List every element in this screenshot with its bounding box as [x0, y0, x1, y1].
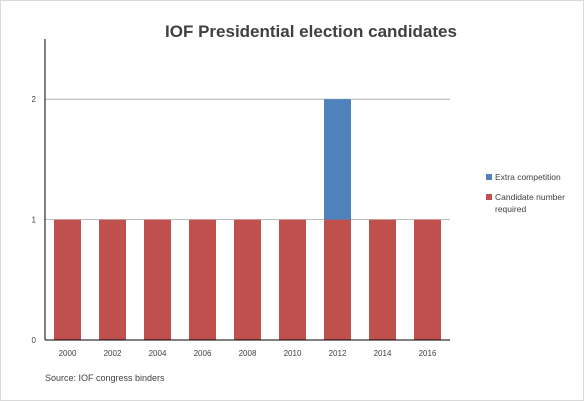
bar	[414, 219, 441, 340]
chart-title: IOF Presidential election candidates	[165, 22, 457, 41]
x-tick-label: 2016	[419, 349, 437, 358]
legend-label: Candidate number required	[495, 192, 565, 214]
y-tick-label: 2	[32, 95, 37, 104]
bar	[234, 219, 261, 340]
x-tick-label: 2004	[149, 349, 167, 358]
bar	[369, 219, 396, 340]
source-note: Source: IOF congress binders	[45, 373, 165, 383]
bar	[54, 219, 81, 340]
legend: Extra competition Candidate number requir…	[486, 171, 581, 223]
y-tick-label: 1	[32, 216, 37, 225]
bar	[144, 219, 171, 340]
x-tick-label: 2014	[374, 349, 392, 358]
bar	[189, 219, 216, 340]
x-tick-label: 2008	[239, 349, 257, 358]
legend-item: Candidate number required	[486, 191, 581, 215]
bar	[324, 219, 351, 340]
y-tick-label: 0	[32, 336, 37, 345]
x-tick-label: 2006	[194, 349, 212, 358]
x-tick-label: 2002	[104, 349, 122, 358]
bar	[279, 219, 306, 340]
x-tick-label: 2000	[59, 349, 77, 358]
x-tick-label: 2010	[284, 349, 302, 358]
legend-label: Extra competition	[495, 172, 561, 182]
legend-swatch	[486, 194, 492, 200]
bar	[99, 219, 126, 340]
legend-item: Extra competition	[486, 171, 581, 183]
legend-swatch	[486, 174, 492, 180]
x-tick-label: 2012	[329, 349, 347, 358]
bar	[324, 99, 351, 220]
